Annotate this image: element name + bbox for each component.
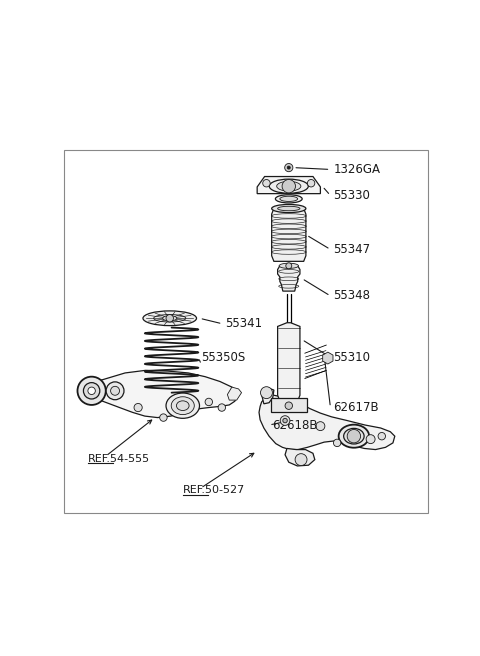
Circle shape: [347, 430, 360, 443]
Ellipse shape: [177, 401, 189, 411]
Text: REF.50-527: REF.50-527: [183, 485, 245, 495]
Circle shape: [285, 402, 292, 409]
Circle shape: [261, 386, 273, 399]
Ellipse shape: [269, 179, 308, 194]
Circle shape: [134, 403, 142, 411]
Polygon shape: [323, 352, 333, 364]
Circle shape: [280, 416, 290, 425]
Circle shape: [295, 454, 307, 466]
Ellipse shape: [143, 311, 196, 325]
Circle shape: [282, 180, 296, 193]
Circle shape: [288, 166, 290, 169]
Polygon shape: [277, 323, 300, 399]
Ellipse shape: [280, 196, 298, 201]
Ellipse shape: [276, 195, 302, 203]
Polygon shape: [81, 371, 238, 418]
Circle shape: [378, 432, 385, 440]
Text: 55330: 55330: [334, 189, 370, 202]
Ellipse shape: [272, 205, 306, 213]
Polygon shape: [228, 387, 241, 400]
Circle shape: [286, 263, 292, 269]
Text: 55310: 55310: [334, 351, 371, 364]
Polygon shape: [272, 209, 306, 261]
Circle shape: [84, 382, 100, 399]
Polygon shape: [262, 388, 274, 404]
Ellipse shape: [163, 316, 177, 321]
Circle shape: [283, 419, 288, 422]
Ellipse shape: [276, 181, 301, 191]
Circle shape: [205, 398, 213, 405]
Text: 55350S: 55350S: [202, 351, 246, 364]
Circle shape: [263, 180, 270, 187]
Circle shape: [366, 435, 375, 443]
Text: 55341: 55341: [226, 318, 263, 331]
Text: REF.54-555: REF.54-555: [88, 453, 150, 464]
Polygon shape: [259, 394, 395, 449]
Polygon shape: [257, 176, 321, 194]
Text: 55347: 55347: [334, 243, 371, 256]
Ellipse shape: [279, 263, 299, 268]
Text: 62617B: 62617B: [334, 401, 379, 414]
Circle shape: [218, 404, 226, 411]
Bar: [271, 398, 307, 412]
Ellipse shape: [171, 397, 194, 415]
Circle shape: [77, 377, 106, 405]
Circle shape: [307, 180, 315, 187]
Text: 55348: 55348: [334, 289, 371, 302]
Circle shape: [160, 414, 167, 421]
Ellipse shape: [277, 206, 300, 211]
Circle shape: [316, 422, 325, 430]
Circle shape: [334, 439, 341, 447]
Polygon shape: [277, 266, 300, 291]
Text: 62618B: 62618B: [272, 419, 318, 432]
Circle shape: [166, 314, 173, 322]
Ellipse shape: [338, 424, 369, 447]
Circle shape: [110, 386, 120, 396]
Ellipse shape: [344, 428, 364, 444]
Ellipse shape: [166, 393, 200, 419]
Polygon shape: [285, 449, 315, 466]
Circle shape: [106, 382, 124, 400]
Circle shape: [88, 387, 96, 394]
Circle shape: [285, 163, 293, 172]
Text: 1326GA: 1326GA: [334, 163, 381, 176]
